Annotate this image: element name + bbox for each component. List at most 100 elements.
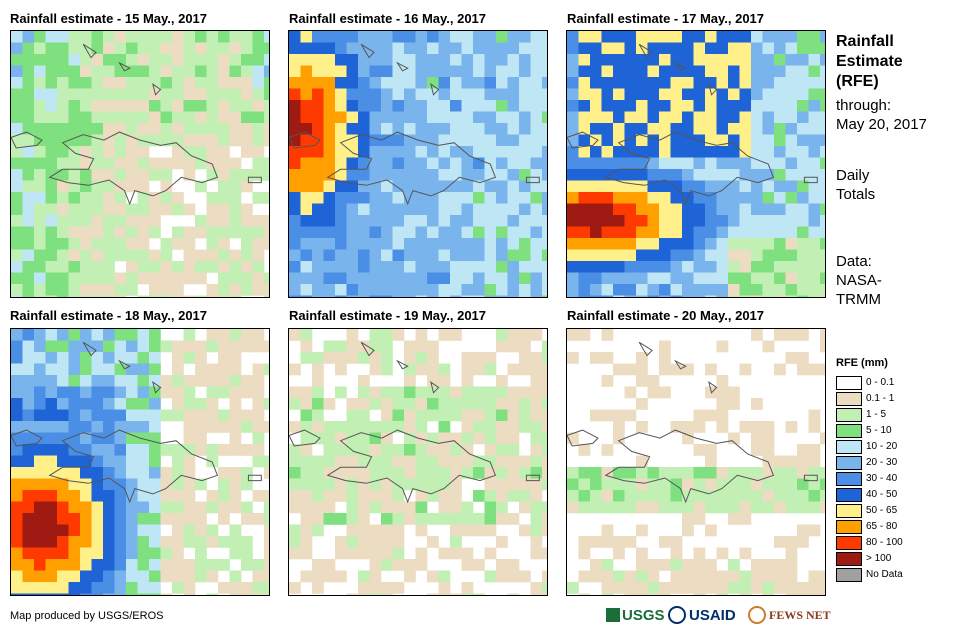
rainfall-cell <box>613 432 625 445</box>
rainfall-cell <box>392 478 405 491</box>
rainfall-cell <box>670 65 683 78</box>
rainfall-cell <box>797 249 809 262</box>
rainfall-cell <box>264 284 269 296</box>
rainfall-cell <box>264 272 269 285</box>
rainfall-cell <box>229 284 242 296</box>
rainfall-cell <box>820 31 825 43</box>
rainfall-cell <box>358 582 370 594</box>
rainfall-cell <box>195 77 207 89</box>
rainfall-cell <box>103 513 115 525</box>
rainfall-cell <box>114 295 127 297</box>
rainfall-cell <box>392 444 405 456</box>
rainfall-cell <box>369 582 382 594</box>
rainfall-cell <box>11 478 23 491</box>
rainfall-cell <box>461 455 474 468</box>
rainfall-cell <box>11 238 23 250</box>
rainfall-cell <box>647 570 660 583</box>
rainfall-cell <box>427 134 439 147</box>
rainfall-cell <box>160 409 173 422</box>
rainfall-cell <box>461 238 474 250</box>
rainfall-cell <box>450 295 462 297</box>
rainfall-cell <box>542 169 547 181</box>
rainfall-cell <box>103 375 115 387</box>
rainfall-cell <box>590 100 602 112</box>
rainfall-cell <box>820 157 825 170</box>
rainfall-cell <box>567 146 579 158</box>
rainfall-cell <box>57 467 69 479</box>
rainfall-cell <box>137 478 150 491</box>
rainfall-cell <box>22 490 35 502</box>
rainfall-cell <box>218 444 230 456</box>
rainfall-cell <box>264 593 269 595</box>
rainfall-cell <box>461 203 474 216</box>
rainfall-cell <box>461 31 474 43</box>
rainfall-cell <box>358 77 370 89</box>
rainfall-cell <box>229 536 242 548</box>
rainfall-cell <box>601 100 614 112</box>
rainfall-cell <box>496 226 508 239</box>
rainfall-cell <box>11 203 23 216</box>
rainfall-cell <box>797 352 809 364</box>
rainfall-cell <box>636 226 648 239</box>
bahamas-island-outline <box>638 43 653 59</box>
rainfall-cell <box>461 593 474 595</box>
rainfall-cell <box>57 226 69 239</box>
rainfall-cell <box>785 284 798 296</box>
legend-label: 30 - 40 <box>866 473 898 484</box>
rainfall-cell <box>728 157 740 170</box>
rainfall-cell <box>149 215 161 227</box>
rainfall-cell <box>172 238 184 250</box>
rainfall-cell <box>450 65 462 78</box>
rainfall-cell <box>160 192 173 204</box>
rainfall-cell <box>183 88 196 101</box>
rainfall-cell <box>578 42 591 55</box>
rainfall-cell <box>252 192 265 204</box>
rainfall-cell <box>229 363 242 376</box>
rainfall-cell <box>346 42 359 55</box>
rainfall-cell <box>542 352 547 364</box>
rainfall-cell <box>57 146 69 158</box>
rainfall-cell <box>218 352 230 364</box>
rainfall-cell <box>647 295 660 297</box>
rainfall-cell <box>450 226 462 239</box>
rainfall-cell <box>126 157 138 170</box>
rainfall-cell <box>762 284 775 296</box>
rainfall-cell <box>636 31 648 43</box>
rainfall-cell <box>149 203 161 216</box>
rainfall-cell <box>404 501 416 514</box>
rainfall-cell <box>797 134 809 147</box>
rainfall-cell <box>762 169 775 181</box>
rainfall-cell <box>542 398 547 410</box>
rainfall-cell <box>670 146 683 158</box>
rainfall-cell <box>172 363 184 376</box>
rainfall-cell <box>682 559 694 571</box>
rainfall-cell <box>601 284 614 296</box>
rainfall-cell <box>206 329 219 341</box>
rainfall-cell <box>22 77 35 89</box>
rainfall-cell <box>693 238 706 250</box>
rainfall-cell <box>507 478 520 491</box>
rainfall-cell <box>450 467 462 479</box>
rainfall-cell <box>427 409 439 422</box>
rainfall-cell <box>68 180 81 193</box>
rainfall-cell <box>323 559 336 571</box>
rainfall-cell <box>613 547 625 560</box>
rainfall-cell <box>808 467 821 479</box>
rainfall-cell <box>427 111 439 124</box>
rainfall-cell <box>381 547 393 560</box>
rainfall-cell <box>542 111 547 124</box>
rainfall-cell <box>80 111 92 124</box>
rainfall-cell <box>68 215 81 227</box>
rainfall-cell <box>636 295 648 297</box>
rainfall-cell <box>624 363 637 376</box>
usgs-logo-mark <box>606 608 620 622</box>
rainfall-cell <box>323 272 336 285</box>
rainfall-cell <box>195 409 207 422</box>
rainfall-cell <box>693 215 706 227</box>
rainfall-cell <box>785 547 798 560</box>
rainfall-cell <box>659 42 671 55</box>
rainfall-cell <box>103 490 115 502</box>
rainfall-cell <box>693 192 706 204</box>
rainfall-cell <box>91 536 104 548</box>
rainfall-cell <box>415 203 428 216</box>
